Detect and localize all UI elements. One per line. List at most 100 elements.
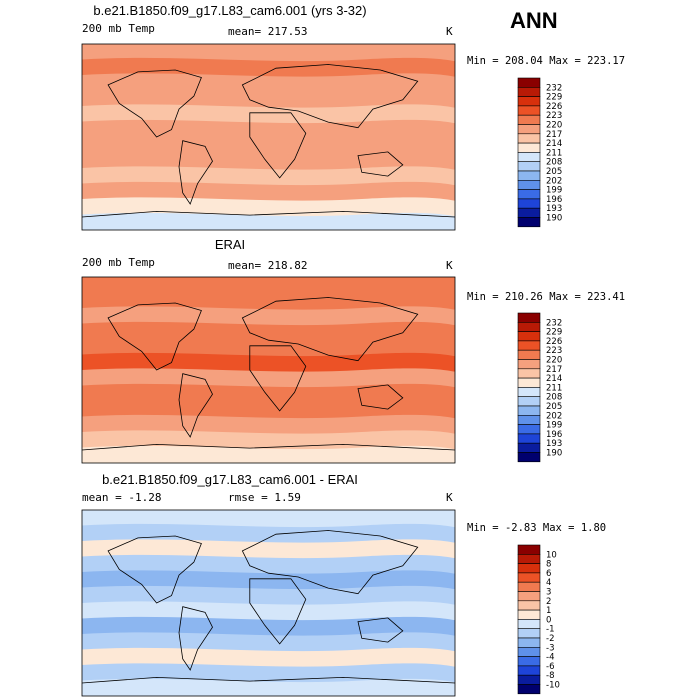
panel-1-mean: mean= 217.53 — [228, 25, 308, 38]
colorbar-tick-label: 190 — [546, 449, 562, 459]
map-frame — [81, 276, 456, 464]
colorbar-box — [517, 331, 541, 342]
map-panel-1 — [82, 44, 455, 230]
contour-band — [82, 135, 455, 155]
colorbar-tick-label: 202 — [546, 176, 562, 186]
contour-band — [82, 647, 455, 667]
colorbar-tick-label: 214 — [546, 374, 562, 384]
contour-band — [82, 197, 455, 217]
panel-2-minmax: Min = 210.26 Max = 223.41 — [467, 291, 626, 303]
coastline — [357, 151, 404, 177]
colorbar-box — [517, 189, 541, 200]
colorbar-box — [517, 424, 541, 435]
colorbar-box — [517, 77, 541, 88]
colorbar-box — [517, 170, 541, 181]
colorbar-box — [517, 665, 541, 676]
colorbar-tick-label: 193 — [546, 439, 562, 449]
contour-band — [82, 445, 455, 463]
colorbar-box — [517, 359, 541, 370]
colorbar-tick-label: 223 — [546, 346, 562, 356]
panel-1-units: K — [446, 25, 453, 38]
colorbar-box — [517, 396, 541, 407]
colorbar-box — [517, 637, 541, 648]
colorbar-tick-label: 226 — [546, 337, 562, 347]
panel-1-minmax: Min = 208.04 Max = 223.17 — [467, 55, 626, 67]
contour-band — [82, 181, 455, 201]
colorbar-tick-label: 2 — [546, 597, 551, 607]
colorbar-tick-label: 196 — [546, 195, 562, 205]
colorbar-box — [517, 619, 541, 630]
contour-band — [82, 212, 455, 230]
contour-band — [82, 321, 455, 341]
colorbar-box — [517, 349, 541, 360]
colorbar-tick-label: -2 — [546, 634, 554, 644]
colorbar-box — [517, 114, 541, 125]
colorbar-tick-label: 10 — [546, 550, 557, 560]
colorbar-box — [517, 161, 541, 172]
coastline — [178, 140, 213, 205]
coastline — [241, 297, 419, 362]
colorbar-box — [517, 340, 541, 351]
colorbar-box — [517, 442, 541, 453]
colorbar-box — [517, 581, 541, 592]
colorbar-box — [517, 674, 541, 685]
colorbar-box — [517, 133, 541, 144]
contour-band — [82, 585, 455, 605]
colorbar-tick-label: 196 — [546, 430, 562, 440]
contour-band — [82, 539, 455, 559]
panel-3-rmse: rmse = 1.59 — [228, 491, 301, 504]
contour-band — [82, 554, 455, 574]
coastline — [82, 210, 455, 218]
colorbar-box — [517, 387, 541, 397]
colorbar-box — [517, 656, 541, 667]
contour-band — [82, 678, 455, 696]
map-frame — [81, 43, 456, 231]
contour-band — [82, 601, 455, 621]
colorbar-tick-label: 211 — [546, 383, 562, 393]
coastline — [241, 530, 419, 595]
colorbar-tick-label: 214 — [546, 139, 562, 149]
colorbar-tick-label: -1 — [546, 625, 554, 635]
colorbar-box — [517, 368, 541, 379]
colorbar-box — [517, 142, 541, 153]
coastline — [241, 64, 419, 129]
map-frame — [81, 509, 456, 697]
contour-band — [82, 57, 455, 77]
colorbar-1: 2322292262232202172142112082052021991961… — [517, 77, 562, 228]
colorbar-tick-label: -8 — [546, 671, 554, 681]
colorbar-tick-label: -3 — [546, 643, 554, 653]
colorbar-box — [517, 684, 541, 695]
coastline — [249, 345, 307, 412]
coastline — [249, 112, 307, 179]
colorbar-box — [517, 152, 541, 162]
colorbar-box — [517, 198, 541, 209]
colorbar-tick-label: 3 — [546, 588, 551, 598]
season-label: ANN — [510, 8, 558, 33]
panel-2-units: K — [446, 259, 453, 272]
contour-band — [82, 150, 455, 170]
colorbar-tick-label: 217 — [546, 130, 562, 140]
contour-band — [82, 352, 455, 372]
colorbar-tick-label: 220 — [546, 356, 562, 366]
panel-2-mean: mean= 218.82 — [228, 259, 308, 272]
contour-band — [82, 277, 455, 295]
colorbar-box — [517, 563, 541, 574]
colorbar-tick-label: 232 — [546, 318, 562, 328]
colorbar-tick-label: 199 — [546, 186, 562, 196]
colorbar-box — [517, 609, 541, 620]
panel-3-title: b.e21.B1850.f09_g17.L83_cam6.001 - ERAI — [102, 472, 358, 487]
colorbar-tick-label: 223 — [546, 111, 562, 121]
contour-band — [82, 290, 455, 310]
colorbar-tick-label: 208 — [546, 158, 562, 168]
colorbar-2: 2322292262232202172142112082052021991961… — [517, 312, 562, 463]
colorbar-tick-label: 0 — [546, 615, 551, 625]
contour-band — [82, 430, 455, 450]
colorbar-box — [517, 377, 541, 388]
coastline — [178, 606, 213, 671]
colorbar-tick-label: 229 — [546, 93, 562, 103]
colorbar-box — [517, 180, 541, 190]
colorbar-box — [517, 96, 541, 107]
panel-3-units: K — [446, 491, 453, 504]
colorbar-tick-label: 202 — [546, 411, 562, 421]
